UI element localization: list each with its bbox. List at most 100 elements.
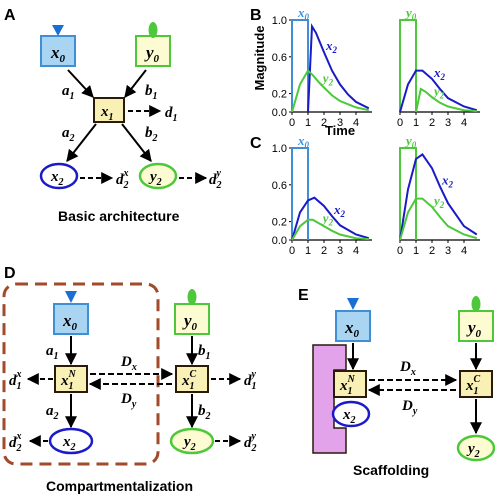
node-x1n-e: x1N xyxy=(333,370,367,398)
x-tick-label: 2 xyxy=(429,245,435,257)
label-d2y-d: d2y xyxy=(244,431,257,454)
node-x0-e: x0 xyxy=(335,298,371,342)
panel-label-d: D xyxy=(4,265,16,282)
input-pulse-y0 xyxy=(399,147,417,240)
x-tick-label: 0 xyxy=(289,245,295,257)
chart-b: 0 1 2 3 4 0.0 0.2 0.6 1.0 x0 x2 y2 xyxy=(272,5,372,129)
caption-compartmentalization: Compartmentalization xyxy=(46,478,193,494)
series-line-y2 xyxy=(399,197,478,241)
node-x1c: x1C xyxy=(175,365,209,393)
input-pulse-x0 xyxy=(291,147,309,240)
series-line-y2 xyxy=(415,87,477,113)
panel-e: E x0 y0 x1N x1C x2 y2 xyxy=(298,287,495,478)
label-b2-d: b2 xyxy=(198,403,211,422)
label-d1y: d1y xyxy=(244,369,257,392)
label-d2x-d: d2x xyxy=(9,431,22,454)
node-x2: x2 xyxy=(39,162,79,190)
x-tick-label: 2 xyxy=(321,245,327,257)
green-oval-icon xyxy=(187,289,197,305)
x-tick-label: 4 xyxy=(461,245,467,257)
label-a1-d: a1 xyxy=(46,343,59,362)
svg-text:x2: x2 xyxy=(62,434,76,453)
chart-ylabel: Magnitude xyxy=(252,26,267,91)
node-x2-e: x2 xyxy=(331,400,371,428)
svg-text:x1C: x1C xyxy=(181,369,197,392)
label-dy-d: Dy xyxy=(120,391,137,410)
svg-text:x1: x1 xyxy=(100,104,114,123)
input-label-x0: x0 xyxy=(297,5,310,22)
label-a1: a1 xyxy=(62,83,75,102)
y-tick-label: 0.6 xyxy=(272,180,287,192)
y-tick-label: 0.0 xyxy=(272,107,287,119)
node-x0-d: x0 xyxy=(53,291,89,335)
x-tick-label: 2 xyxy=(429,117,435,129)
svg-text:x2: x2 xyxy=(342,407,356,426)
series-label-y2: y2 xyxy=(432,193,445,210)
label-dx-d: Dx xyxy=(120,354,137,373)
x-tick-label: 4 xyxy=(461,117,467,129)
series-line-x2 xyxy=(399,152,478,241)
input-label-x0: x0 xyxy=(297,133,310,150)
svg-text:x0: x0 xyxy=(50,43,66,65)
series-line-y2 xyxy=(291,68,370,113)
chart-axes xyxy=(399,148,480,241)
y-tick-label: 0.6 xyxy=(272,52,287,64)
node-x1: x1 xyxy=(93,97,125,123)
scaffold-protein xyxy=(312,344,347,454)
y-tick-label: 0.0 xyxy=(272,235,287,247)
input-label-y0: y0 xyxy=(404,5,417,22)
svg-text:y0: y0 xyxy=(466,318,482,340)
blue-triangle-icon xyxy=(52,25,64,36)
node-y2: y2 xyxy=(138,162,178,190)
caption-scaffolding: Scaffolding xyxy=(353,462,429,478)
node-x1n: x1N xyxy=(54,365,88,393)
label-d2x: d2x xyxy=(116,168,129,191)
x-tick-label: 2 xyxy=(321,117,327,129)
panel-label-a: A xyxy=(4,7,16,24)
node-x1c-e: x1C xyxy=(459,370,493,398)
input-label-y0: y0 xyxy=(404,133,417,150)
series-label-y2: y2 xyxy=(432,83,445,100)
x-tick-label: 3 xyxy=(445,117,451,129)
series-label-y2: y2 xyxy=(321,210,334,227)
node-y2-e: y2 xyxy=(456,434,495,462)
label-b2: b2 xyxy=(145,125,158,144)
panel-label-e: E xyxy=(298,287,309,304)
series-label-x2: x2 xyxy=(325,38,338,55)
series-label-x2: x2 xyxy=(433,65,446,82)
x-tick-label: 1 xyxy=(413,245,419,257)
x-tick-label: 3 xyxy=(445,245,451,257)
label-a2: a2 xyxy=(62,125,75,144)
x-tick-label: 4 xyxy=(353,117,359,129)
series-line-x2 xyxy=(291,196,370,241)
green-oval-icon xyxy=(471,296,481,312)
label-d1: d1 xyxy=(165,105,178,124)
x-tick-label: 1 xyxy=(305,117,311,129)
green-oval-icon xyxy=(148,22,158,38)
series-label-x2: x2 xyxy=(333,202,346,219)
chart-axes xyxy=(291,20,372,113)
x-tick-label: 1 xyxy=(305,245,311,257)
label-dx-e: Dx xyxy=(399,359,416,378)
svg-text:y0: y0 xyxy=(144,43,160,65)
series-label-y2: y2 xyxy=(321,70,334,87)
svg-text:x0: x0 xyxy=(344,318,360,340)
svg-text:x0: x0 xyxy=(62,311,78,333)
caption-basic-architecture: Basic architecture xyxy=(58,208,180,224)
svg-text:y2: y2 xyxy=(466,441,480,460)
x-tick-label: 0 xyxy=(397,117,403,129)
x-tick-label: 4 xyxy=(353,245,359,257)
arrow-a2 xyxy=(66,123,97,162)
chart-c-right: 0 1 2 3 4 y0 x2 y2 xyxy=(397,133,480,257)
y-tick-label: 1.0 xyxy=(272,15,287,27)
series-line-x2 xyxy=(307,23,370,113)
nucleus-compartment xyxy=(2,282,160,466)
chart-xlabel: Time xyxy=(325,123,355,138)
arrow-b1 xyxy=(124,69,147,98)
y-tick-label: 0.2 xyxy=(272,217,287,229)
node-y0-e: y0 xyxy=(458,296,494,342)
